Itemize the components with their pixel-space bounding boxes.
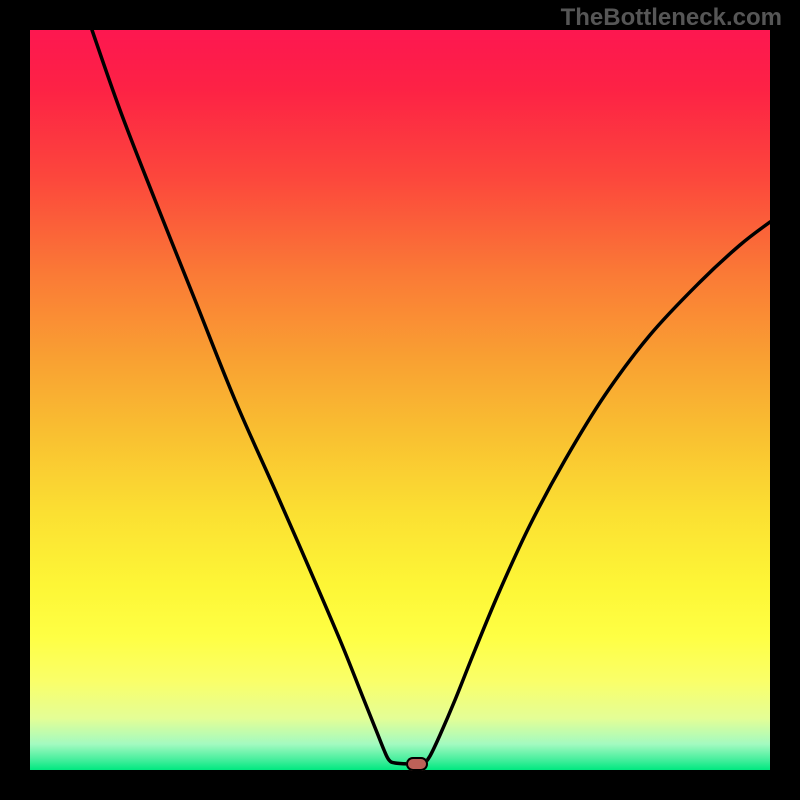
watermark-text: TheBottleneck.com xyxy=(561,4,782,32)
chart-frame: TheBottleneck.com xyxy=(0,0,800,800)
optimal-point-marker xyxy=(406,757,428,771)
plot-area xyxy=(30,30,770,770)
